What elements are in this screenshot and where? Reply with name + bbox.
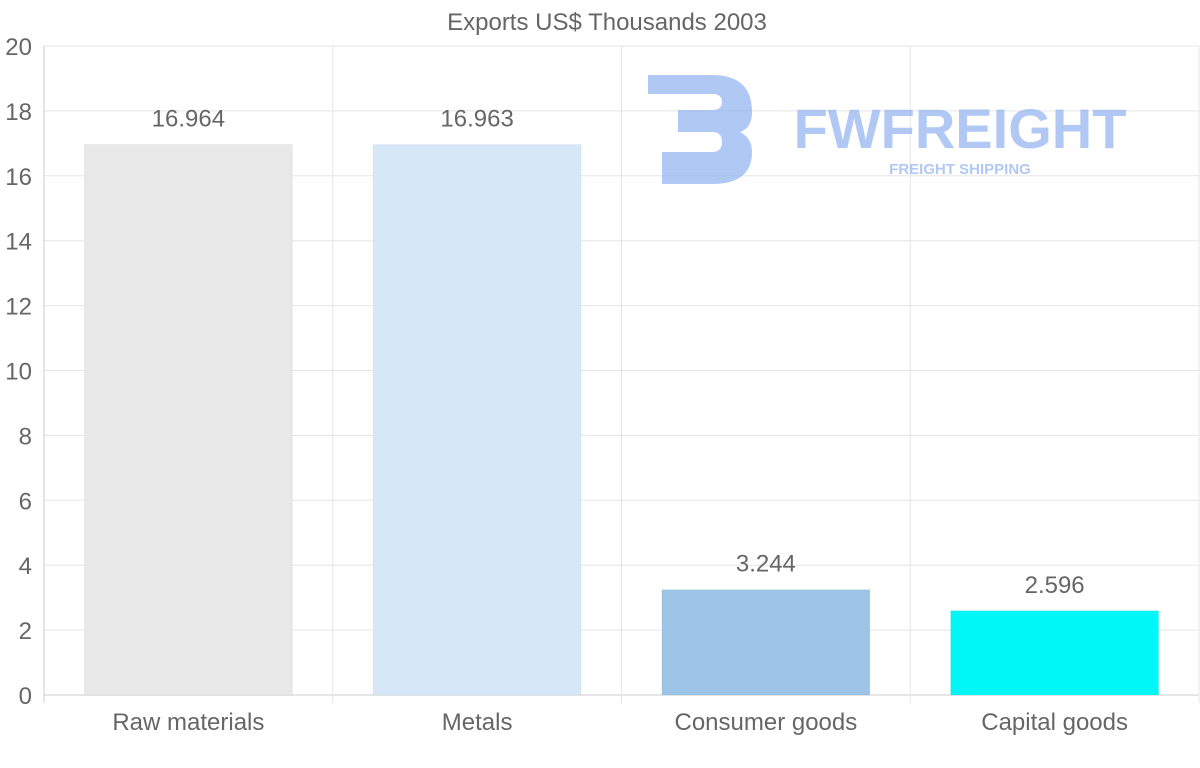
bar-value-label: 16.964 <box>152 106 225 133</box>
bars <box>83 144 1160 696</box>
bar[interactable] <box>950 610 1160 696</box>
x-tick-label: Capital goods <box>981 709 1128 736</box>
bar[interactable] <box>83 144 293 696</box>
brand-watermark: FWFREIGHT FREIGHT SHIPPING <box>648 75 1126 184</box>
y-tick-label: 2 <box>19 618 32 645</box>
x-tick-label: Metals <box>442 709 513 736</box>
y-tick-label: 4 <box>19 553 32 580</box>
y-tick-label: 0 <box>19 683 32 710</box>
bar[interactable] <box>661 589 871 696</box>
y-tick-label: 8 <box>19 423 32 450</box>
y-tick-label: 6 <box>19 488 32 515</box>
x-tick-label: Raw materials <box>112 709 264 736</box>
y-tick-label: 10 <box>5 359 32 386</box>
brand-name: FWFREIGHT <box>794 97 1127 160</box>
y-tick-label: 20 <box>5 34 32 61</box>
bar-value-label: 2.596 <box>1025 572 1085 599</box>
bar-value-label: 16.963 <box>440 106 513 133</box>
brand-logo-icon <box>648 75 752 184</box>
bar-value-label: 3.244 <box>736 551 796 578</box>
chart-title: Exports US$ Thousands 2003 <box>447 9 767 36</box>
value-labels: 16.964 16.963 3.244 2.596 <box>152 106 1085 599</box>
brand-tagline: FREIGHT SHIPPING <box>889 161 1031 178</box>
y-tick-label: 12 <box>5 294 32 321</box>
axes: 0 2 4 6 8 10 12 14 16 18 20 Raw materials Metals Cons… <box>5 34 1128 736</box>
bar[interactable] <box>372 144 582 696</box>
x-tick-label: Consumer goods <box>674 709 857 736</box>
y-tick-label: 16 <box>5 164 32 191</box>
y-tick-label: 18 <box>5 99 32 126</box>
y-tick-label: 14 <box>5 229 32 256</box>
